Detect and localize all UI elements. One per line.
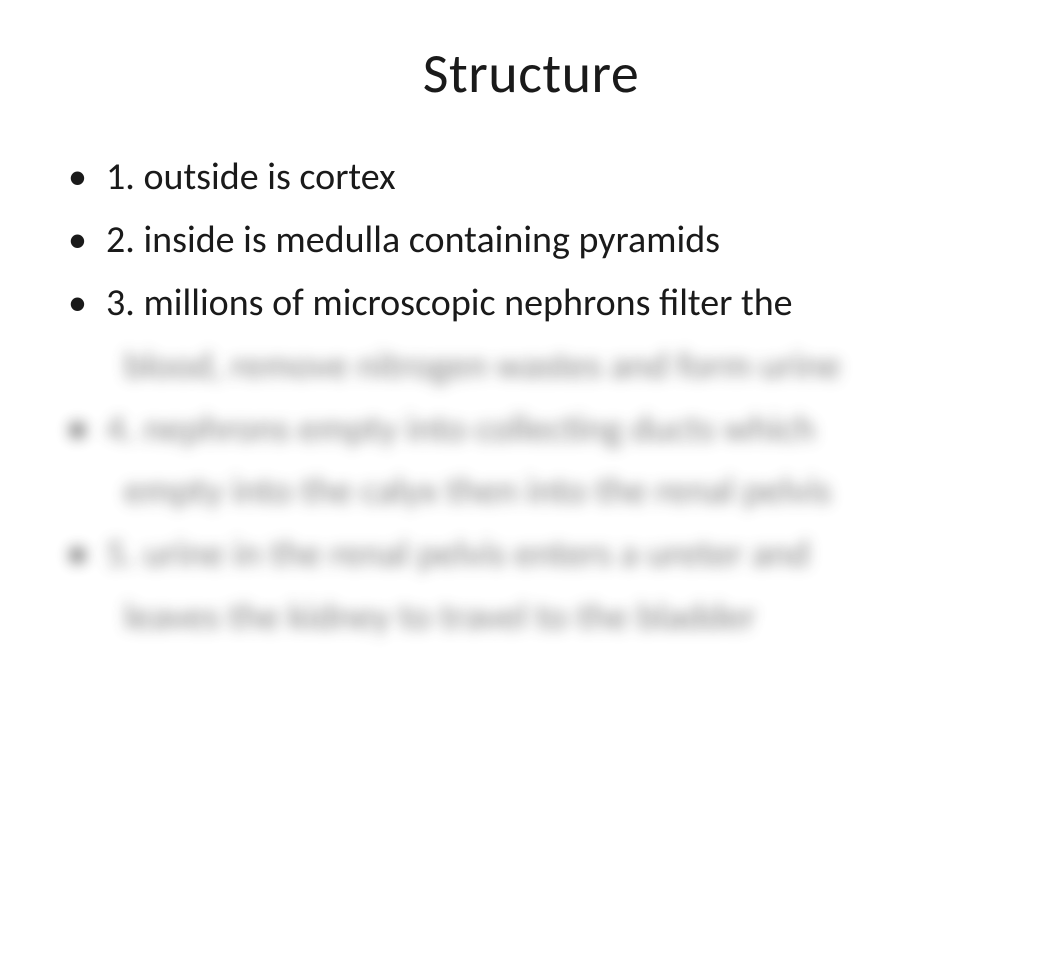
list-item-text: 2. inside is medulla containing pyramids <box>106 217 720 263</box>
list-item: 1. outside is cortex <box>68 148 1012 207</box>
list-item-continuation: leaves the kidney to travel to the bladd… <box>68 588 1012 647</box>
list-item-continuation: empty into the calyx then into the renal… <box>68 462 1012 521</box>
list-item: 2. inside is medulla containing pyramids <box>68 211 1012 270</box>
list-item-text: 5. urine in the renal pelvis enters a ur… <box>106 531 810 577</box>
list-item-blurred: 4. nephrons empty into collecting ducts … <box>68 400 1012 459</box>
list-item-continuation: blood, remove nitrogen wastes and form u… <box>68 337 1012 396</box>
slide-container: Structure 1. outside is cortex 2. inside… <box>0 0 1062 977</box>
bullet-list: 1. outside is cortex 2. inside is medull… <box>50 148 1012 647</box>
list-item-text: 1. outside is cortex <box>106 154 396 200</box>
list-item-text: 3. millions of microscopic nephrons filt… <box>106 280 793 326</box>
list-item-blurred: 5. urine in the renal pelvis enters a ur… <box>68 525 1012 584</box>
list-item: 3. millions of microscopic nephrons filt… <box>68 274 1012 333</box>
list-item-text: 4. nephrons empty into collecting ducts … <box>106 406 815 452</box>
slide-title: Structure <box>50 40 1012 108</box>
